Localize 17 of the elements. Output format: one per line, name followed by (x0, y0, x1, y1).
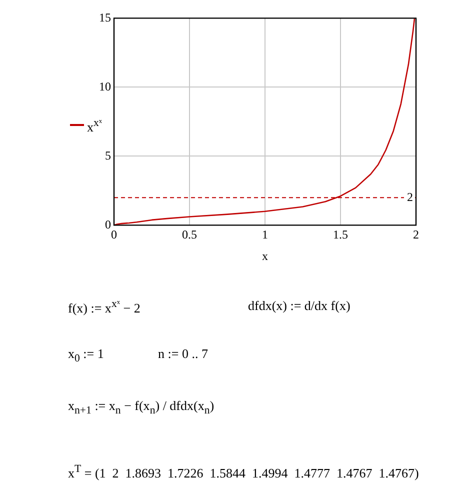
text: f(x) := x$^{xˣ}$ − 2 (68, 298, 140, 316)
x-tick-label: 0.5 (182, 228, 197, 242)
legend-label: x$^{xˣ}$ (87, 116, 102, 134)
text: dfdx(x) := d/dx f(x) (248, 298, 350, 314)
y-tick-label: 15 (99, 10, 111, 24)
x-tick-label: 2 (413, 228, 419, 242)
x-axis-title: x (262, 248, 268, 263)
text: x$_{n+1}$ := x$_{n}$ − f(x$_{n}$) / dfdx(x$_{n}$) (68, 398, 214, 417)
x-tick-label: 1 (262, 228, 268, 242)
text: x$^{T}$ = (1 2 1.8693 1.7226 1.5844 1.4994 1.4777 1.4767 1.4767) (68, 463, 419, 482)
y-tick-label: 5 (105, 148, 111, 162)
y-tick-label: 0 (105, 217, 111, 232)
text: x$_{0}$ := 1 (68, 346, 104, 365)
y-tick-label: 10 (99, 79, 111, 94)
ref-line-label: 2 (407, 190, 413, 204)
text: n := 0 .. 7 (158, 346, 208, 362)
x-tick-label: 1.5 (333, 228, 348, 242)
